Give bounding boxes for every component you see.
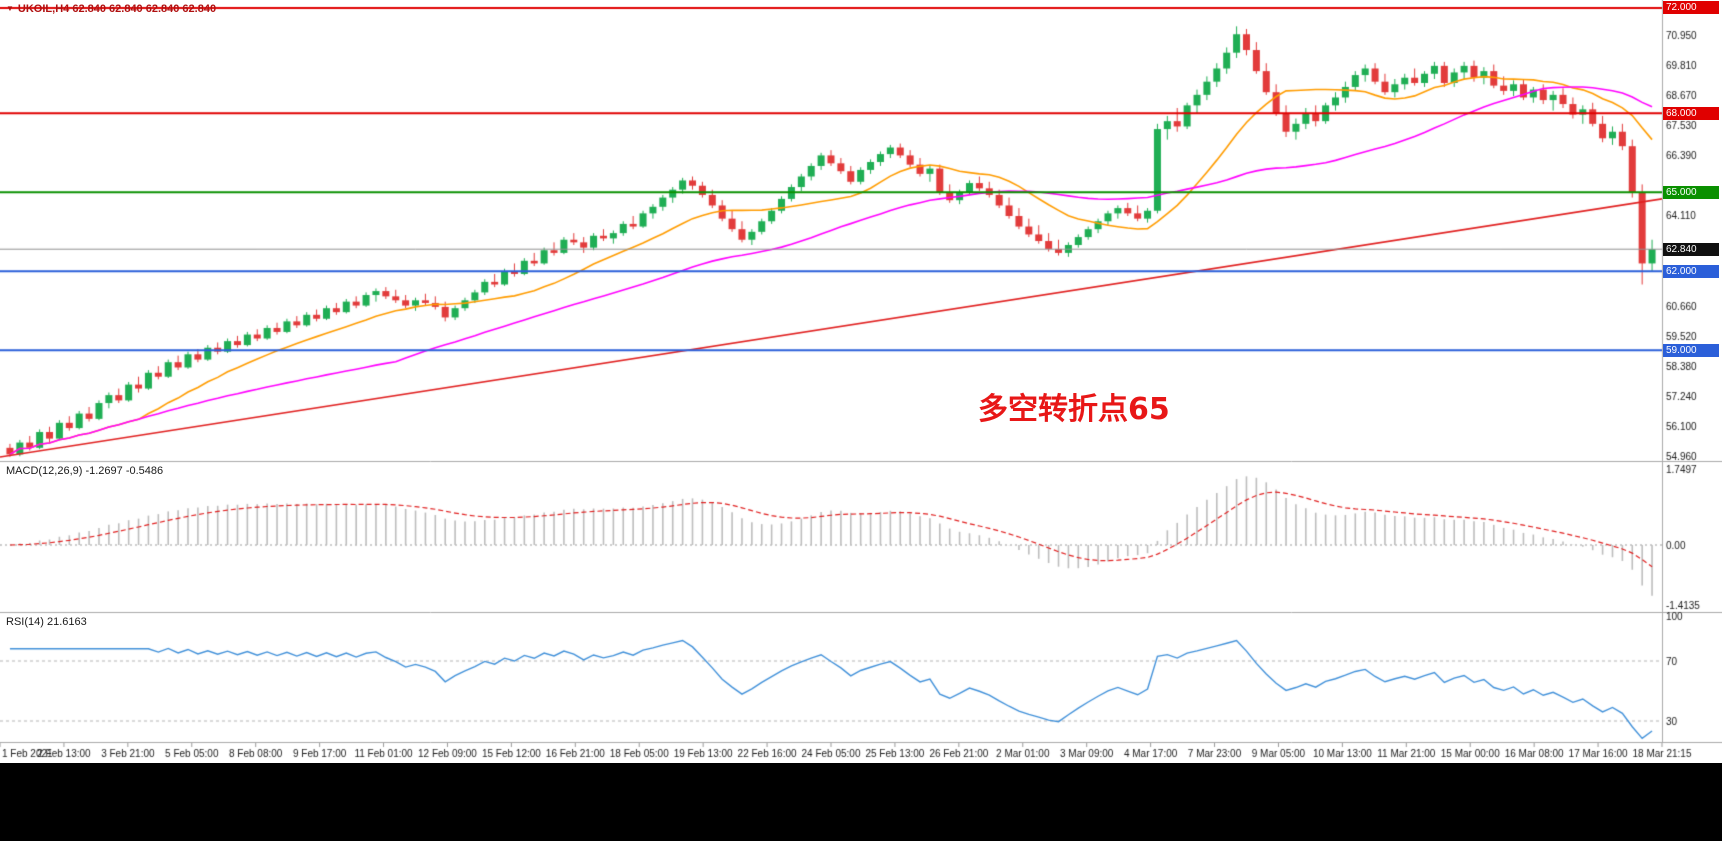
symbol-title: UKOIL,H4 bbox=[17, 3, 70, 15]
price-level-tag-59.000[interactable]: 59.000 bbox=[1663, 343, 1719, 357]
symbol-ohlc: 62.840 62.840 62.840 62.840 bbox=[72, 3, 217, 15]
bottom-bar bbox=[0, 763, 1722, 841]
price-level-tag-62.840[interactable]: 62.840 bbox=[1663, 242, 1719, 256]
price-level-tag-68.000[interactable]: 68.000 bbox=[1663, 106, 1719, 120]
price-level-tag-62.000[interactable]: 62.000 bbox=[1663, 264, 1719, 278]
symbol-arrow-icon: ▼ bbox=[6, 4, 14, 13]
symbol-header: ▼ UKOIL,H4 62.840 62.840 62.840 62.840 bbox=[6, 3, 216, 15]
macd-header-label: MACD(12,26,9) -1.2697 -0.5486 bbox=[6, 465, 164, 477]
price-level-tag-65.000[interactable]: 65.000 bbox=[1663, 185, 1719, 199]
price-level-tag-72.000[interactable]: 72.000 bbox=[1663, 1, 1719, 15]
rsi-header-label: RSI(14) 21.6163 bbox=[6, 616, 87, 628]
chart-annotation-text[interactable]: 多空转折点65 bbox=[978, 392, 1170, 427]
